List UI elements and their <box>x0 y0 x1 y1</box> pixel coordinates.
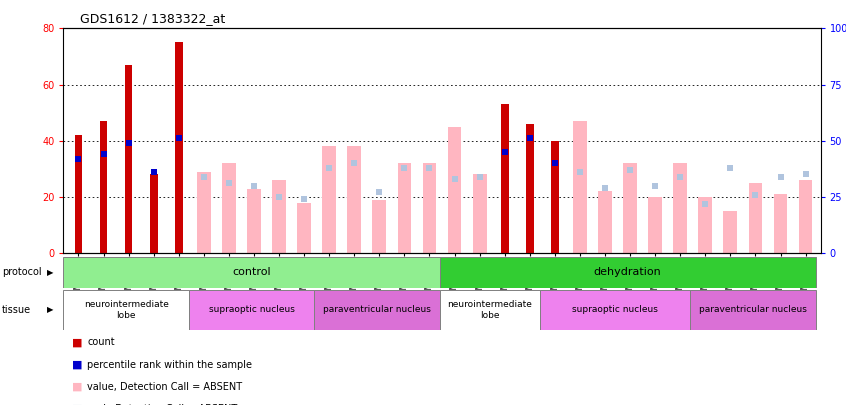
Text: supraoptic nucleus: supraoptic nucleus <box>209 305 294 314</box>
Bar <box>63 257 440 288</box>
Bar <box>150 175 157 253</box>
Bar <box>423 163 437 253</box>
Text: ■: ■ <box>72 382 82 392</box>
Bar <box>197 172 211 253</box>
Bar <box>314 290 440 330</box>
Text: ▶: ▶ <box>47 305 53 314</box>
Text: GDS1612 / 1383322_at: GDS1612 / 1383322_at <box>80 12 226 25</box>
Text: ■: ■ <box>72 360 82 369</box>
Bar <box>648 197 662 253</box>
Bar <box>526 124 534 253</box>
Text: supraoptic nucleus: supraoptic nucleus <box>572 305 658 314</box>
Bar <box>372 200 387 253</box>
Text: percentile rank within the sample: percentile rank within the sample <box>87 360 252 369</box>
Bar <box>222 163 236 253</box>
Text: ▶: ▶ <box>47 268 53 277</box>
Bar <box>440 290 540 330</box>
Bar <box>501 104 508 253</box>
Bar <box>573 121 587 253</box>
Bar <box>322 146 336 253</box>
Bar <box>598 191 612 253</box>
Bar <box>773 194 788 253</box>
Bar <box>690 290 816 330</box>
Bar <box>624 163 637 253</box>
Text: protocol: protocol <box>2 267 41 277</box>
Bar <box>125 65 133 253</box>
Text: value, Detection Call = ABSENT: value, Detection Call = ABSENT <box>87 382 242 392</box>
Bar <box>63 290 189 330</box>
Bar <box>551 141 558 253</box>
Text: dehydration: dehydration <box>594 267 662 277</box>
Text: neurointermediate
lobe: neurointermediate lobe <box>84 300 168 320</box>
Bar <box>723 211 737 253</box>
Bar <box>440 257 816 288</box>
Text: control: control <box>232 267 271 277</box>
Text: ■: ■ <box>72 404 82 405</box>
Bar <box>100 121 107 253</box>
Text: paraventricular nucleus: paraventricular nucleus <box>699 305 807 314</box>
Bar <box>473 175 486 253</box>
Text: rank, Detection Call = ABSENT: rank, Detection Call = ABSENT <box>87 404 238 405</box>
Bar <box>74 135 82 253</box>
Bar <box>799 180 812 253</box>
Bar <box>749 183 762 253</box>
Bar <box>297 202 311 253</box>
Text: paraventricular nucleus: paraventricular nucleus <box>323 305 431 314</box>
Bar <box>398 163 411 253</box>
Text: count: count <box>87 337 115 347</box>
Bar <box>175 43 183 253</box>
Bar <box>673 163 687 253</box>
Bar <box>540 290 690 330</box>
Text: neurointermediate
lobe: neurointermediate lobe <box>448 300 532 320</box>
Bar <box>189 290 314 330</box>
Bar <box>247 188 261 253</box>
Text: tissue: tissue <box>2 305 30 315</box>
Bar <box>699 197 712 253</box>
Text: ■: ■ <box>72 337 82 347</box>
Bar <box>448 127 461 253</box>
Bar <box>272 180 286 253</box>
Bar <box>348 146 361 253</box>
